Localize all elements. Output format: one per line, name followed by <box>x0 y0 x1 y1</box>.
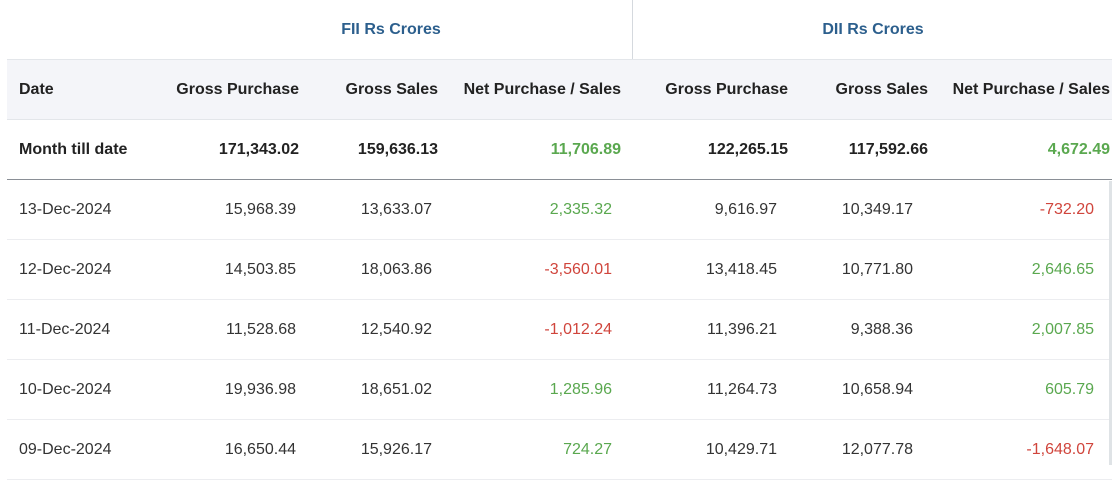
table-row: 10-Dec-2024 19,936.98 18,651.02 1,285.96… <box>7 360 1112 420</box>
row-dii-gross-purchase: 11,396.21 <box>707 320 777 338</box>
month-till-date-row: Month till date 171,343.02 159,636.13 11… <box>7 120 1112 180</box>
summary-label: Month till date <box>19 140 128 158</box>
row-dii-gross-sales: 10,349.17 <box>841 200 913 218</box>
column-header-dii-gross-purchase: Gross Purchase <box>665 80 788 98</box>
row-fii-gross-purchase: 16,650.44 <box>224 440 296 458</box>
fii-group-header: FII Rs Crores <box>341 20 441 38</box>
fii-dii-activity-table: FII Rs Crores DII Rs Crores Date Gross P… <box>7 0 1112 481</box>
row-dii-gross-purchase: 11,264.73 <box>707 380 777 398</box>
row-dii-gross-sales: 12,077.78 <box>841 440 913 458</box>
row-dii-gross-sales: 9,388.36 <box>850 320 913 338</box>
group-header-row: FII Rs Crores DII Rs Crores <box>7 0 1112 60</box>
row-fii-gross-sales: 18,063.86 <box>360 260 432 278</box>
column-header-fii-gross-purchase: Gross Purchase <box>176 80 299 98</box>
dii-group-header: DII Rs Crores <box>632 0 1112 59</box>
table-row: 12-Dec-2024 14,503.85 18,063.86 -3,560.0… <box>7 240 1112 300</box>
row-fii-net: 724.27 <box>563 440 612 458</box>
table-row: 11-Dec-2024 11,528.68 12,540.92 -1,012.2… <box>7 300 1112 360</box>
table-scrollbar[interactable] <box>1109 181 1112 465</box>
row-fii-gross-sales: 15,926.17 <box>360 440 432 458</box>
row-fii-gross-purchase: 19,936.98 <box>224 380 296 398</box>
column-header-dii-gross-sales: Gross Sales <box>835 80 929 98</box>
row-dii-gross-purchase: 9,616.97 <box>714 200 777 218</box>
row-fii-net: -3,560.01 <box>544 260 612 278</box>
row-dii-net: 2,646.65 <box>1031 260 1094 278</box>
table-row: 13-Dec-2024 15,968.39 13,633.07 2,335.32… <box>7 180 1112 240</box>
row-date: 09-Dec-2024 <box>19 440 112 458</box>
summary-dii-net: 4,672.49 <box>1047 140 1110 158</box>
column-header-fii-net: Net Purchase / Sales <box>463 80 621 98</box>
row-fii-gross-sales: 18,651.02 <box>360 380 432 398</box>
column-header-dii-net: Net Purchase / Sales <box>952 80 1110 98</box>
row-dii-net: 2,007.85 <box>1031 320 1094 338</box>
row-fii-gross-sales: 12,540.92 <box>360 320 432 338</box>
table-row: 09-Dec-2024 16,650.44 15,926.17 724.27 1… <box>7 420 1112 480</box>
row-fii-net: 2,335.32 <box>549 200 612 218</box>
summary-fii-gross-sales: 159,636.13 <box>357 140 438 158</box>
row-fii-gross-purchase: 11,528.68 <box>226 320 296 338</box>
row-dii-gross-sales: 10,658.94 <box>841 380 913 398</box>
summary-dii-gross-purchase: 122,265.15 <box>707 140 788 158</box>
summary-dii-gross-sales: 117,592.66 <box>848 140 928 158</box>
row-dii-net: 605.79 <box>1045 380 1094 398</box>
column-header-fii-gross-sales: Gross Sales <box>345 80 439 98</box>
row-dii-gross-purchase: 10,429.71 <box>705 440 777 458</box>
row-fii-gross-purchase: 15,968.39 <box>224 200 296 218</box>
row-date: 13-Dec-2024 <box>19 200 112 218</box>
row-fii-net: 1,285.96 <box>549 380 612 398</box>
summary-fii-gross-purchase: 171,343.02 <box>218 140 299 158</box>
group-header-divider <box>7 59 1112 60</box>
row-date: 12-Dec-2024 <box>19 260 112 278</box>
row-fii-net: -1,012.24 <box>544 320 612 338</box>
row-dii-net: -732.20 <box>1039 200 1094 218</box>
column-header-date: Date <box>19 80 54 98</box>
row-date: 11-Dec-2024 <box>19 320 111 338</box>
column-header-row: Date Gross Purchase Gross Sales Net Purc… <box>7 60 1112 120</box>
row-dii-gross-purchase: 13,418.45 <box>705 260 777 278</box>
row-dii-gross-sales: 10,771.80 <box>841 260 913 278</box>
row-dii-net: -1,648.07 <box>1026 440 1094 458</box>
row-fii-gross-sales: 13,633.07 <box>360 200 432 218</box>
row-date: 10-Dec-2024 <box>19 380 112 398</box>
summary-fii-net: 11,706.89 <box>550 140 621 158</box>
row-fii-gross-purchase: 14,503.85 <box>224 260 296 278</box>
